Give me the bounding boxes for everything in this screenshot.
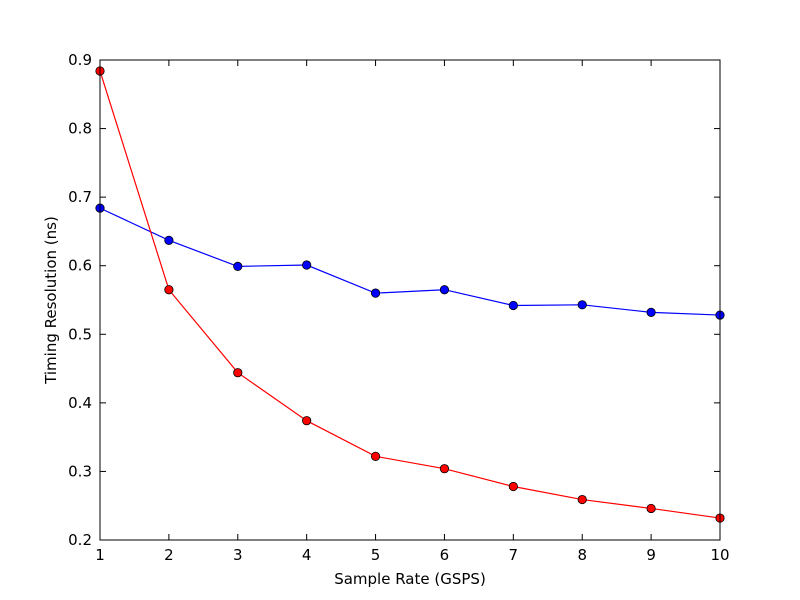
x-tick-label: 4 <box>302 546 312 564</box>
y-tick-label: 0.9 <box>68 51 92 69</box>
series-2-point <box>577 494 587 505</box>
series-1-point <box>370 288 381 298</box>
series-2-point <box>370 451 381 461</box>
series-2-point <box>233 368 243 378</box>
x-tick-label: 8 <box>577 546 587 564</box>
x-tick-label: 2 <box>164 546 174 564</box>
y-tick-label: 0.6 <box>68 257 92 275</box>
x-tick-label: 9 <box>646 546 656 564</box>
series-2-point <box>164 285 174 295</box>
series-2-point <box>302 416 312 426</box>
y-tick-label: 0.2 <box>68 531 92 549</box>
series-2-point <box>439 464 450 474</box>
y-tick-label: 0.4 <box>68 394 92 412</box>
series-1-point <box>233 261 243 271</box>
x-tick-label: 5 <box>371 546 381 564</box>
series-2-point <box>646 503 656 514</box>
series-layer <box>95 66 725 523</box>
x-axis-title: Sample Rate (GSPS) <box>334 570 486 588</box>
x-tick-label: 7 <box>509 546 519 564</box>
y-axis-title: Timing Resolution (ns) <box>42 216 60 385</box>
x-tick-label: 10 <box>710 546 729 564</box>
series-1-point <box>302 260 312 270</box>
series-2-point <box>508 481 518 492</box>
series-1-line <box>99 207 721 316</box>
y-tick-label: 0.7 <box>68 188 92 206</box>
ticks-layer: 1 2 3 4 5 6 7 8 9 10 0.2 0.3 0.4 0.5 0.6 0.7 0.8 0.9 <box>68 51 729 564</box>
series-1-point <box>577 300 587 310</box>
x-tick-label: 1 <box>95 546 105 564</box>
x-tick-label: 3 <box>233 546 243 564</box>
y-tick-label: 0.5 <box>68 325 92 343</box>
x-tick-label: 6 <box>440 546 450 564</box>
plot-frame <box>99 59 721 541</box>
series-1-point <box>508 300 518 311</box>
series-1-point <box>646 307 656 317</box>
y-tick-label: 0.8 <box>68 120 92 138</box>
series-1-point <box>439 285 450 295</box>
series-1-point <box>164 235 174 245</box>
y-tick-label: 0.3 <box>68 462 92 480</box>
series-2-line <box>99 70 721 519</box>
